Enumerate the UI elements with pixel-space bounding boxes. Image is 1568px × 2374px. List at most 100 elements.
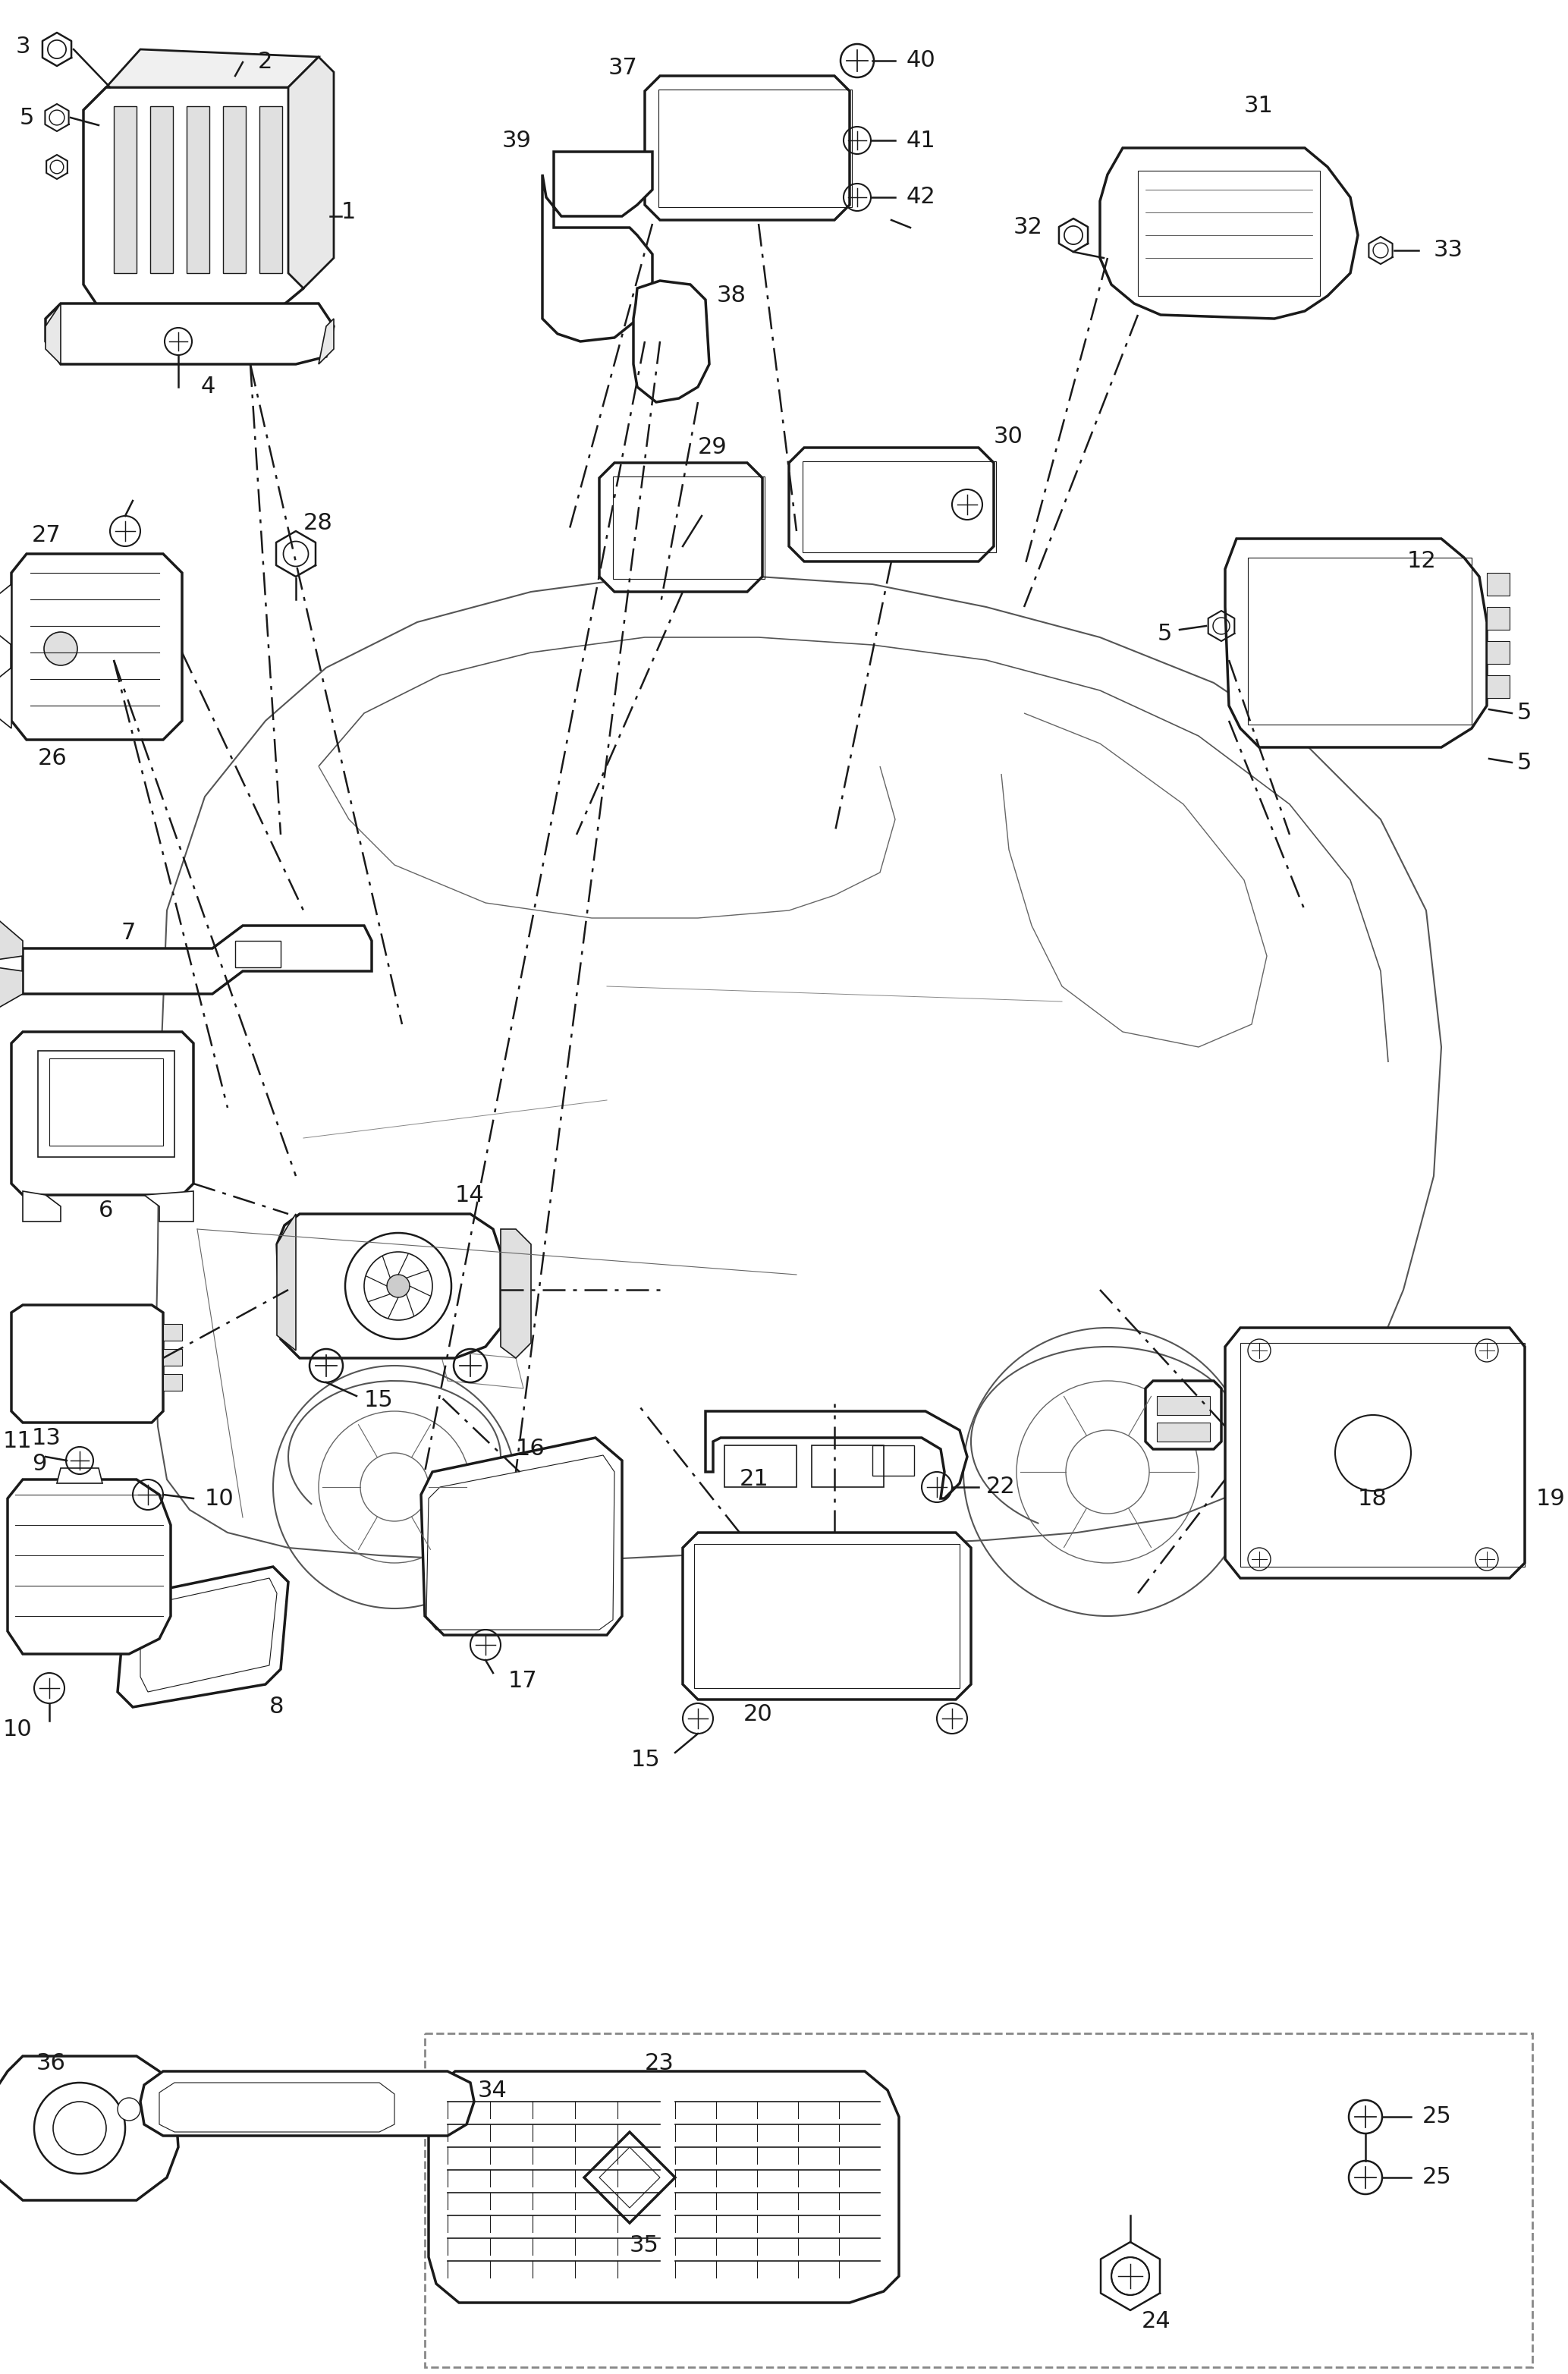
- Bar: [1486, 674, 1510, 698]
- Polygon shape: [543, 152, 652, 342]
- Bar: [803, 461, 996, 553]
- Text: 27: 27: [31, 525, 61, 546]
- Text: 19: 19: [1537, 1488, 1565, 1510]
- Bar: [659, 90, 851, 207]
- Text: 41: 41: [906, 128, 936, 152]
- Bar: [1138, 171, 1320, 297]
- Polygon shape: [8, 1479, 171, 1655]
- Text: 10: 10: [205, 1488, 234, 1510]
- Text: 13: 13: [31, 1427, 61, 1448]
- Polygon shape: [644, 76, 850, 221]
- Text: 11: 11: [3, 1432, 31, 1453]
- Bar: [613, 477, 765, 579]
- Polygon shape: [428, 2070, 898, 2303]
- Polygon shape: [11, 1033, 193, 1194]
- Polygon shape: [56, 1467, 102, 1484]
- Text: 35: 35: [630, 2234, 659, 2258]
- Bar: [724, 1446, 797, 1486]
- Text: 39: 39: [502, 128, 532, 152]
- Bar: [259, 107, 282, 273]
- Text: 8: 8: [270, 1695, 284, 1719]
- Text: 34: 34: [478, 2080, 508, 2101]
- Text: 29: 29: [698, 437, 728, 458]
- Bar: [1486, 608, 1510, 629]
- Polygon shape: [1225, 1327, 1524, 1579]
- Text: 40: 40: [906, 50, 936, 71]
- Polygon shape: [45, 304, 61, 363]
- Circle shape: [118, 2099, 141, 2120]
- Text: 22: 22: [986, 1477, 1016, 1498]
- Text: 7: 7: [121, 921, 136, 945]
- Text: 5: 5: [1518, 753, 1532, 774]
- Polygon shape: [0, 2056, 179, 2201]
- Bar: [695, 1543, 960, 1688]
- Polygon shape: [1099, 147, 1358, 318]
- Text: 15: 15: [364, 1389, 394, 1410]
- Text: 37: 37: [608, 57, 637, 78]
- Text: 24: 24: [1142, 2310, 1171, 2334]
- Bar: [1486, 572, 1510, 596]
- Polygon shape: [144, 1192, 193, 1223]
- Text: 5: 5: [1157, 622, 1171, 643]
- Text: 9: 9: [31, 1453, 47, 1474]
- Text: 6: 6: [99, 1199, 113, 1220]
- Text: 4: 4: [201, 375, 216, 399]
- Bar: [1486, 641, 1510, 665]
- Polygon shape: [585, 2132, 676, 2222]
- Polygon shape: [633, 280, 709, 401]
- Text: 5: 5: [1518, 703, 1532, 724]
- Bar: [163, 1348, 182, 1365]
- Bar: [1240, 1344, 1524, 1567]
- Bar: [223, 107, 246, 273]
- Text: 1: 1: [342, 202, 356, 223]
- Bar: [235, 940, 281, 966]
- Text: 33: 33: [1433, 240, 1463, 261]
- Bar: [114, 107, 136, 273]
- Polygon shape: [0, 919, 24, 959]
- Polygon shape: [500, 1230, 532, 1358]
- Text: 14: 14: [455, 1185, 485, 1206]
- Polygon shape: [141, 2070, 474, 2137]
- Text: 3: 3: [16, 36, 30, 57]
- Bar: [1248, 558, 1472, 724]
- Text: 18: 18: [1358, 1488, 1388, 1510]
- Bar: [872, 1446, 914, 1477]
- Text: 26: 26: [38, 748, 67, 769]
- Polygon shape: [0, 966, 24, 1009]
- Text: 25: 25: [1422, 2167, 1452, 2189]
- Polygon shape: [24, 926, 372, 995]
- Bar: [163, 1325, 182, 1341]
- Polygon shape: [1146, 1382, 1221, 1448]
- Bar: [151, 107, 172, 273]
- Text: 28: 28: [304, 513, 332, 534]
- Polygon shape: [11, 553, 182, 741]
- Text: 20: 20: [743, 1705, 773, 1726]
- Bar: [1157, 1422, 1210, 1441]
- Bar: [1157, 1396, 1210, 1415]
- Polygon shape: [599, 463, 762, 591]
- Text: 16: 16: [516, 1439, 546, 1460]
- Text: 31: 31: [1243, 95, 1273, 116]
- Polygon shape: [0, 584, 11, 646]
- Polygon shape: [83, 88, 304, 306]
- Circle shape: [44, 631, 77, 665]
- Circle shape: [387, 1275, 409, 1299]
- Text: 25: 25: [1422, 2106, 1452, 2127]
- Polygon shape: [289, 57, 334, 287]
- Polygon shape: [107, 50, 318, 88]
- Polygon shape: [24, 1192, 61, 1223]
- Polygon shape: [318, 318, 334, 363]
- Bar: [49, 1059, 163, 1147]
- Polygon shape: [278, 1213, 296, 1351]
- Text: 12: 12: [1406, 551, 1436, 572]
- Text: 17: 17: [508, 1669, 538, 1693]
- Polygon shape: [789, 449, 994, 560]
- Bar: [425, 2035, 1532, 2367]
- Polygon shape: [11, 1306, 163, 1422]
- Polygon shape: [45, 304, 334, 363]
- Polygon shape: [278, 1213, 500, 1358]
- Text: 21: 21: [740, 1470, 768, 1491]
- Polygon shape: [1225, 539, 1486, 748]
- Bar: [38, 1052, 174, 1156]
- Polygon shape: [682, 1534, 971, 1700]
